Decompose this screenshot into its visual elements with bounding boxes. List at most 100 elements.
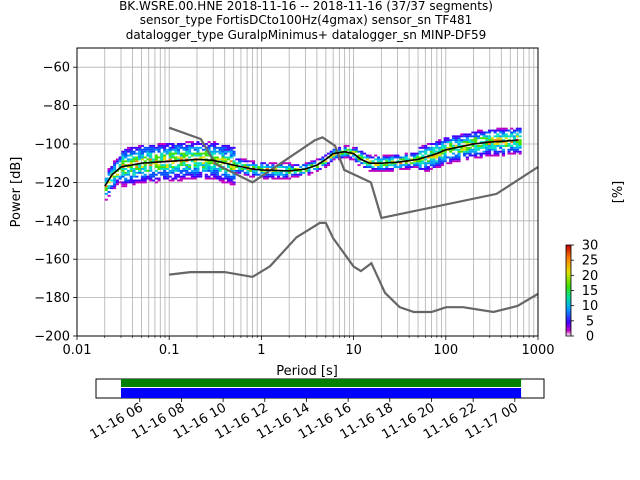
heatmap-cell xyxy=(168,148,172,151)
heatmap-cell xyxy=(413,156,417,159)
heatmap-cell xyxy=(482,150,486,153)
heatmap-cell xyxy=(285,162,289,165)
heatmap-cell xyxy=(132,175,136,178)
heatmap-cell xyxy=(393,166,397,168)
heatmap-cell xyxy=(476,131,481,134)
heatmap-cell xyxy=(132,181,136,184)
heatmap-cell xyxy=(457,141,461,144)
heatmap-cell xyxy=(135,175,139,178)
heatmap-cell xyxy=(232,166,236,168)
heatmap-cell xyxy=(457,137,461,140)
heatmap-cell xyxy=(207,144,211,147)
heatmap-cell xyxy=(457,144,461,147)
heatmap-cell xyxy=(213,166,217,168)
heatmap-cell xyxy=(438,148,442,151)
heatmap-cell xyxy=(140,166,144,168)
heatmap-cell xyxy=(229,150,233,153)
heatmap-cell xyxy=(190,160,194,163)
plot-frame xyxy=(76,47,539,337)
heatmap-cell xyxy=(176,148,181,151)
heatmap-cell xyxy=(160,164,164,167)
heatmap-cell xyxy=(135,166,139,168)
heatmap-cell xyxy=(382,156,386,159)
heatmap-cell xyxy=(240,164,244,167)
heatmap-cell xyxy=(163,156,167,159)
heatmap-cell xyxy=(357,150,361,153)
heatmap-cell xyxy=(463,139,467,142)
heatmap-cell xyxy=(424,169,428,172)
heatmap-cell xyxy=(415,156,419,159)
heatmap-cell xyxy=(104,192,108,195)
heatmap-cell xyxy=(163,173,167,176)
heatmap-cell xyxy=(376,164,381,167)
heatmap-cell xyxy=(138,156,142,159)
heatmap-cell xyxy=(221,152,225,155)
heatmap-cell xyxy=(440,141,444,144)
heatmap-cell xyxy=(465,143,469,145)
heatmap-cell xyxy=(313,160,317,163)
heatmap-cell xyxy=(396,156,400,159)
heatmap-cell xyxy=(493,144,497,147)
heatmap-cell xyxy=(499,139,503,142)
heatmap-cell xyxy=(435,154,439,157)
heatmap-cell xyxy=(207,160,211,163)
heatmap-cell xyxy=(393,164,397,167)
heatmap-cell xyxy=(104,198,108,201)
heatmap-cell xyxy=(321,164,325,167)
heatmap-cell xyxy=(365,164,369,167)
heatmap-cell xyxy=(104,185,108,188)
heatmap-cell xyxy=(343,154,347,157)
heatmap-cell xyxy=(513,131,517,134)
heatmap-cell xyxy=(163,168,167,170)
heatmap-cell xyxy=(179,144,183,147)
heatmap-cell xyxy=(385,154,389,157)
heatmap-cell xyxy=(138,146,142,149)
heatmap-cell xyxy=(510,152,514,155)
heatmap-cell xyxy=(160,171,164,174)
heatmap-cell xyxy=(135,164,139,167)
heatmap-cell xyxy=(385,156,389,159)
heatmap-cell xyxy=(201,168,206,170)
heatmap-cell xyxy=(399,162,403,165)
heatmap-cell xyxy=(396,160,400,163)
heatmap-cell xyxy=(135,156,139,159)
heatmap-cell xyxy=(479,129,483,132)
heatmap-cell xyxy=(149,173,153,176)
heatmap-cell xyxy=(185,166,189,168)
plot-grid xyxy=(77,48,538,336)
heatmap-cell xyxy=(507,148,511,151)
heatmap-cell xyxy=(215,162,219,165)
heatmap-cell xyxy=(382,164,386,167)
x-tick-label: 0.1 xyxy=(159,343,180,358)
heatmap-cell xyxy=(293,171,297,174)
heatmap-cell xyxy=(201,169,206,172)
heatmap-cell xyxy=(360,152,364,155)
heatmap-cell xyxy=(188,152,192,155)
heatmap-cell xyxy=(165,177,169,180)
heatmap-cell xyxy=(476,135,481,138)
heatmap-cell xyxy=(374,154,378,157)
heatmap-cell xyxy=(143,156,147,159)
heatmap-cell xyxy=(285,166,289,168)
heatmap-cell xyxy=(424,150,428,153)
heatmap-cell xyxy=(271,175,275,178)
heatmap-cell xyxy=(307,164,311,167)
heatmap-cell xyxy=(232,150,236,153)
heatmap-cell xyxy=(132,169,136,172)
heatmap-cell xyxy=(482,143,486,145)
heatmap-cell xyxy=(129,179,133,182)
heatmap-cell xyxy=(171,143,175,145)
heatmap-cell xyxy=(135,181,139,184)
heatmap-cell xyxy=(210,150,214,153)
heatmap-cell xyxy=(510,141,514,144)
heatmap-cell xyxy=(226,156,231,159)
heatmap-cell xyxy=(429,150,433,153)
heatmap-cell xyxy=(440,144,444,147)
heatmap-cell xyxy=(507,135,511,138)
timeline-bar xyxy=(121,379,522,387)
heatmap-cell xyxy=(215,168,219,170)
heatmap-cell xyxy=(343,148,347,151)
heatmap-cell xyxy=(201,156,206,159)
heatmap-cell xyxy=(238,171,242,174)
heatmap-cell xyxy=(374,168,378,170)
